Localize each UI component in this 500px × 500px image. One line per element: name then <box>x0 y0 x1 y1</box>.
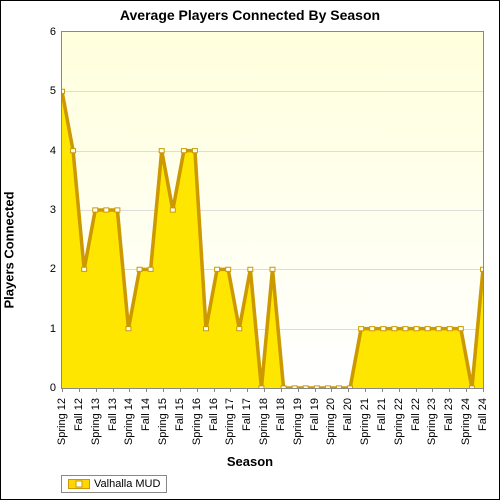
x-tick-mark <box>281 388 282 392</box>
x-tick-label: Spring 19 <box>292 398 304 445</box>
x-tick-label: Fall 12 <box>73 398 85 431</box>
x-tick-label: Spring 13 <box>90 398 102 445</box>
x-tick-mark <box>180 388 181 392</box>
x-tick-mark <box>483 388 484 392</box>
y-tick-label: 1 <box>50 323 62 335</box>
y-axis-label: Players Connected <box>2 191 17 308</box>
x-tick-label: Fall 19 <box>309 398 321 431</box>
x-tick-label: Fall 16 <box>208 398 220 431</box>
x-tick-label: Spring 23 <box>426 398 438 445</box>
x-tick-label: Fall 18 <box>275 398 287 431</box>
y-tick-label: 5 <box>50 85 62 97</box>
x-tick-label: Fall 14 <box>140 398 152 431</box>
y-tick-label: 2 <box>50 263 62 275</box>
x-tick-label: Spring 22 <box>393 398 405 445</box>
y-tick-label: 6 <box>50 26 62 38</box>
x-tick-mark <box>416 388 417 392</box>
x-tick-label: Spring 21 <box>359 398 371 445</box>
x-tick-mark <box>146 388 147 392</box>
x-tick-mark <box>129 388 130 392</box>
x-tick-mark <box>79 388 80 392</box>
x-axis-label: Season <box>227 454 273 469</box>
legend-series-label: Valhalla MUD <box>94 478 160 490</box>
x-tick-label: Spring 15 <box>157 398 169 445</box>
x-tick-mark <box>348 388 349 392</box>
x-tick-label: Fall 20 <box>342 398 354 431</box>
x-tick-mark <box>466 388 467 392</box>
data-series <box>62 32 483 388</box>
x-tick-mark <box>264 388 265 392</box>
x-tick-mark <box>365 388 366 392</box>
x-tick-mark <box>315 388 316 392</box>
x-tick-mark <box>197 388 198 392</box>
x-tick-mark <box>382 388 383 392</box>
x-tick-mark <box>399 388 400 392</box>
x-tick-label: Fall 23 <box>443 398 455 431</box>
x-tick-label: Fall 24 <box>477 398 489 431</box>
x-tick-mark <box>230 388 231 392</box>
x-tick-label: Fall 15 <box>174 398 186 431</box>
x-tick-label: Fall 17 <box>241 398 253 431</box>
x-tick-mark <box>247 388 248 392</box>
y-tick-label: 3 <box>50 204 62 216</box>
x-tick-mark <box>331 388 332 392</box>
x-tick-mark <box>113 388 114 392</box>
x-tick-label: Spring 14 <box>123 398 135 445</box>
x-tick-label: Fall 13 <box>107 398 119 431</box>
y-tick-label: 4 <box>50 145 62 157</box>
x-tick-label: Spring 12 <box>56 398 68 445</box>
x-tick-mark <box>449 388 450 392</box>
x-tick-label: Spring 17 <box>224 398 236 445</box>
x-tick-mark <box>163 388 164 392</box>
x-tick-mark <box>214 388 215 392</box>
x-tick-label: Fall 22 <box>410 398 422 431</box>
chart-title: Average Players Connected By Season <box>1 1 499 23</box>
x-tick-mark <box>62 388 63 392</box>
legend-swatch-icon <box>68 479 90 489</box>
x-tick-label: Spring 18 <box>258 398 270 445</box>
x-tick-mark <box>298 388 299 392</box>
x-tick-label: Spring 24 <box>460 398 472 445</box>
y-tick-label: 0 <box>50 382 62 394</box>
x-tick-label: Fall 21 <box>376 398 388 431</box>
x-tick-label: Spring 16 <box>191 398 203 445</box>
x-tick-mark <box>96 388 97 392</box>
legend: Valhalla MUD <box>61 475 167 493</box>
x-tick-mark <box>432 388 433 392</box>
plot-area: 0123456Spring 12Fall 12Spring 13Fall 13S… <box>61 31 484 389</box>
chart-container: Average Players Connected By Season Play… <box>0 0 500 500</box>
x-tick-label: Spring 20 <box>325 398 337 445</box>
